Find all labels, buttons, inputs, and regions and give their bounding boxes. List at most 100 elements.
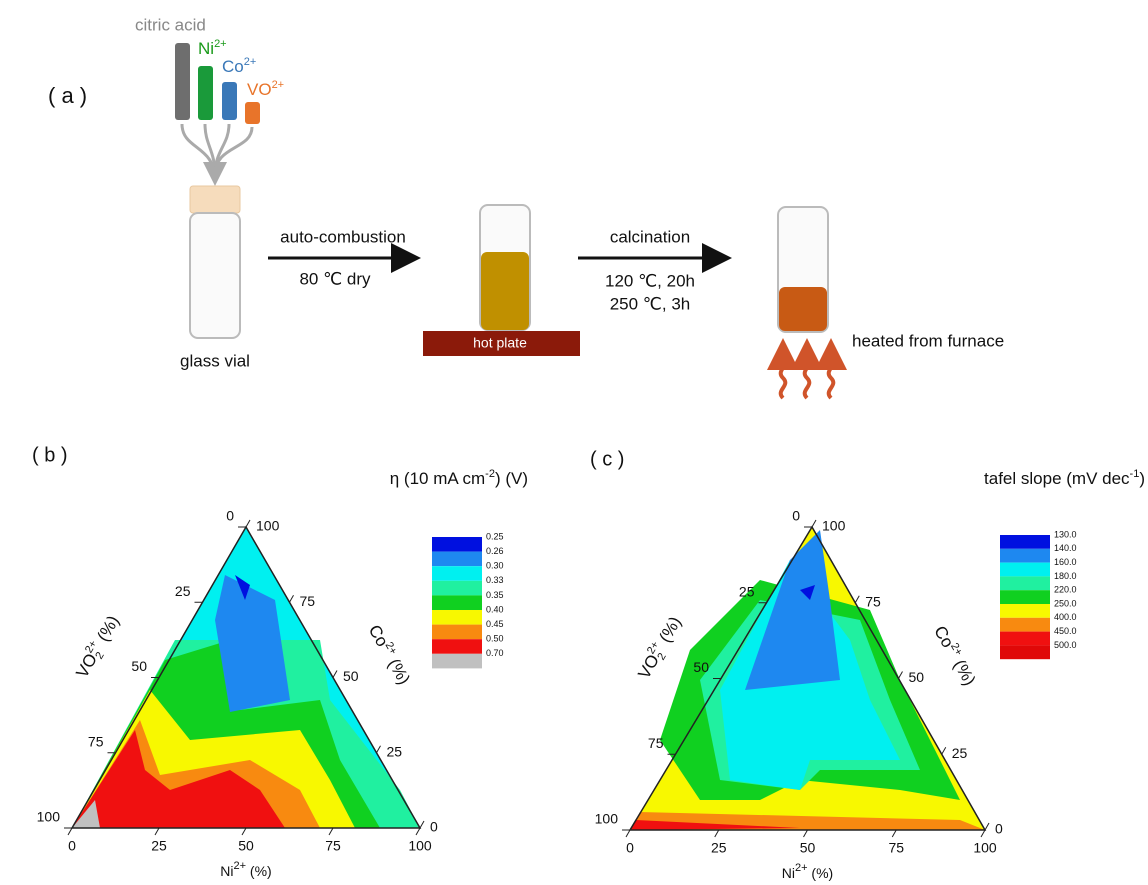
- axis-title: Ni2+ (%): [782, 862, 833, 881]
- tick-mark: [892, 830, 896, 837]
- panel-label: ( b ): [32, 444, 68, 466]
- left-tick-label: 25: [739, 583, 755, 599]
- left-tick-label: 75: [88, 733, 104, 749]
- colorbar-label: 0.25: [486, 531, 504, 541]
- colorbar-swatch: [432, 610, 482, 625]
- colorbar-swatch: [432, 625, 482, 640]
- colorbar-title: tafel slope (mV dec-1): [984, 468, 1145, 489]
- colorbar-swatch: [1000, 645, 1050, 659]
- colorbar-label: 0.30: [486, 561, 504, 571]
- tick-mark: [804, 830, 808, 837]
- colorbar-label: 250.0: [1054, 598, 1077, 608]
- colorbar-swatch: [432, 552, 482, 567]
- colorbar-label: 0.40: [486, 604, 504, 614]
- colorbar-label: 0.26: [486, 546, 504, 556]
- colorbar-label: 160.0: [1054, 557, 1077, 567]
- tick-mark: [333, 671, 337, 678]
- left-tick-label: 50: [131, 658, 147, 674]
- step-name: auto-combustion: [280, 227, 406, 246]
- colorbar-label: 180.0: [1054, 571, 1077, 581]
- figure: ( a ) citric acid Ni2+ Co2+ VO2+ glass v…: [0, 0, 1148, 885]
- mixing-arrows: [182, 124, 252, 180]
- right-tick-label: 0: [995, 821, 1003, 837]
- left-tick-label: 0: [226, 508, 234, 524]
- colorbar-swatch: [1000, 590, 1050, 604]
- colorbar-label: 130.0: [1054, 529, 1077, 539]
- colorbar-swatch: [1000, 535, 1050, 549]
- bottom-tick-label: 75: [325, 838, 341, 854]
- tick-mark: [377, 746, 381, 753]
- axis-title: Co2+ (%): [364, 621, 415, 688]
- vial-label: glass vial: [180, 351, 250, 370]
- axis-title: VO22+ (%): [633, 612, 688, 683]
- ternary-chart: ( b )000252525505050757575100100100Ni2+ …: [32, 444, 528, 878]
- right-tick-label: 100: [256, 518, 280, 534]
- colorbar-swatch: [1000, 618, 1050, 632]
- left-tick-label: 50: [693, 659, 709, 675]
- axis-title: Ni2+ (%): [220, 860, 271, 879]
- right-tick-label: 25: [387, 743, 403, 759]
- step-condition: 80 ℃ dry: [299, 269, 371, 288]
- colorbar-label: 400.0: [1054, 612, 1077, 622]
- hot-plate-label: hot plate: [473, 335, 527, 351]
- reagent-label: VO2+: [247, 79, 284, 100]
- reagent-label: Co2+: [222, 56, 256, 77]
- left-tick-label: 75: [648, 735, 664, 751]
- colorbar-swatch: [432, 639, 482, 654]
- tick-mark: [329, 828, 333, 835]
- left-tick-label: 0: [792, 508, 800, 524]
- right-tick-label: 75: [300, 593, 316, 609]
- colorbar-label: 0.33: [486, 575, 504, 585]
- colorbar-title: η (10 mA cm-2) (V): [390, 468, 528, 489]
- heat-arrows: [781, 346, 834, 398]
- right-tick-label: 25: [952, 745, 968, 761]
- colorbar-label: 0.45: [486, 619, 504, 629]
- right-tick-label: 50: [343, 668, 359, 684]
- panel-label: ( c ): [590, 448, 624, 470]
- tick-mark: [942, 747, 946, 754]
- dried-vial: [480, 205, 530, 330]
- tick-mark: [290, 595, 294, 602]
- colorbar-swatch: [1000, 576, 1050, 590]
- left-tick-label: 25: [175, 583, 191, 599]
- bottom-tick-label: 50: [238, 838, 254, 854]
- glass-vial: [190, 186, 240, 338]
- tick-mark: [715, 830, 719, 837]
- colorbar-swatch: [432, 537, 482, 552]
- step-condition: 250 ℃, 3h: [610, 294, 691, 313]
- ternary-chart: ( c )000252525505050757575100100100Ni2+ …: [590, 448, 1145, 880]
- tick-mark: [899, 672, 903, 679]
- tick-mark: [416, 828, 420, 835]
- bottom-tick-label: 100: [973, 840, 997, 856]
- panel-label: ( a ): [48, 83, 87, 108]
- bottom-tick-label: 25: [711, 840, 727, 856]
- colorbar-label: 220.0: [1054, 585, 1077, 595]
- bottom-tick-label: 100: [408, 838, 432, 854]
- furnace-label: heated from furnace: [852, 331, 1004, 350]
- colorbar-label: 450.0: [1054, 626, 1077, 636]
- tick-mark: [420, 821, 424, 828]
- tick-mark: [626, 830, 630, 837]
- colorbar-swatch: [432, 581, 482, 596]
- colorbar-swatch: [1000, 632, 1050, 646]
- reagent-label: Ni2+: [198, 38, 227, 59]
- colorbar-label: 0.35: [486, 590, 504, 600]
- tick-mark: [68, 828, 72, 835]
- axis-title: Co2+ (%): [930, 622, 981, 689]
- right-tick-label: 50: [909, 669, 925, 685]
- colorbar-swatch: [1000, 563, 1050, 577]
- colorbar-label: 500.0: [1054, 640, 1077, 650]
- tick-mark: [246, 520, 250, 527]
- calcined-vial: [778, 207, 828, 332]
- colorbar-label: 140.0: [1054, 543, 1077, 553]
- right-tick-label: 0: [430, 819, 438, 835]
- bottom-tick-label: 50: [800, 840, 816, 856]
- colorbar-swatch: [432, 654, 482, 669]
- colorbar-swatch: [432, 566, 482, 581]
- tick-mark: [985, 823, 989, 830]
- colorbar-swatch: [1000, 549, 1050, 563]
- left-tick-label: 100: [37, 809, 61, 825]
- colorbar-swatch: [1000, 604, 1050, 618]
- colorbar-label: 0.50: [486, 634, 504, 644]
- bottom-tick-label: 0: [68, 838, 76, 854]
